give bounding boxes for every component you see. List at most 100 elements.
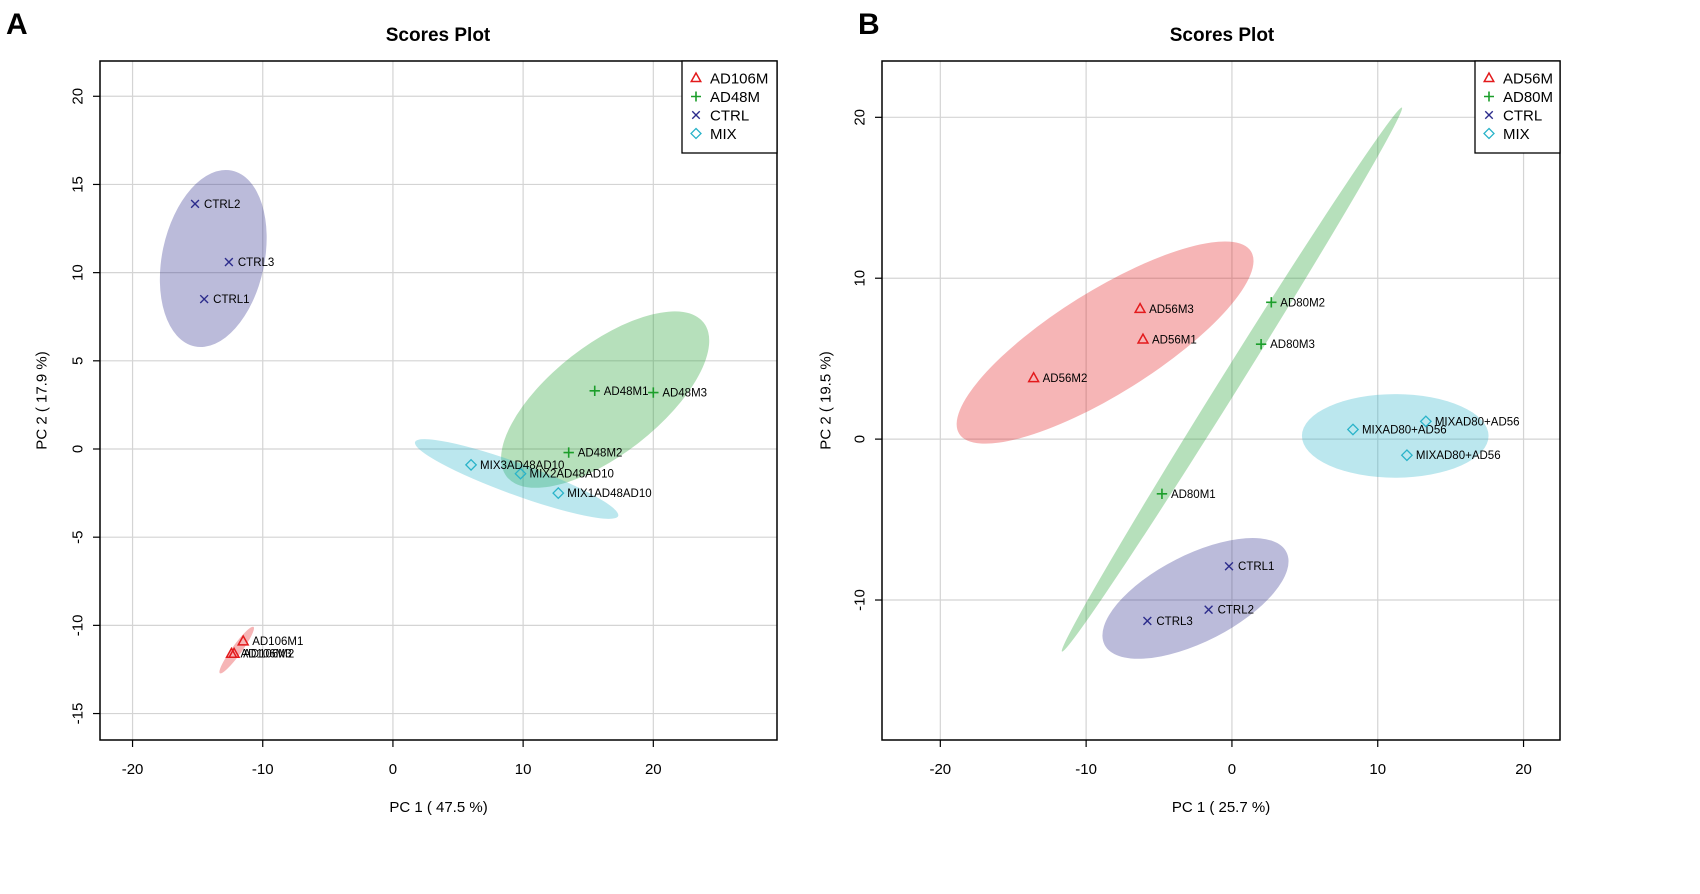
legend-label-mix: MIX <box>710 126 737 143</box>
legend-marker-ad56m <box>1482 71 1496 83</box>
legend-marker-mix <box>690 127 702 140</box>
y-axis-label: PC 2 ( 19.5 %) <box>818 351 835 449</box>
point-label: AD56M1 <box>1152 334 1197 346</box>
point-mix <box>1419 415 1432 428</box>
point-ctrl <box>1142 616 1152 626</box>
x-axis-label: PC 1 ( 25.7 %) <box>1172 799 1270 816</box>
x-tick-label: 10 <box>1369 761 1386 778</box>
confidence-ellipses <box>956 107 1489 659</box>
y-tick-label: -5 <box>70 531 87 544</box>
legend-marker-ad80m <box>1484 91 1494 102</box>
y-tick-label: -10 <box>70 615 87 637</box>
point-label: MIXAD80+AD56 <box>1435 416 1520 428</box>
point-label: MIXAD80+AD56 <box>1362 424 1447 436</box>
legend-label-ad56m: AD56M <box>1503 71 1553 88</box>
y-tick-label: 0 <box>70 445 87 453</box>
legend-marker-ad48m <box>691 91 701 102</box>
plot-frame <box>99 60 778 741</box>
y-tick-label: 5 <box>70 357 87 365</box>
point-label: AD48M2 <box>578 448 623 460</box>
x-tick-label: 0 <box>389 761 397 778</box>
point-label: MIX1AD48AD10 <box>567 488 651 500</box>
legend-label-ad80m: AD80M <box>1503 89 1553 106</box>
ellipse-ad56m <box>956 241 1254 444</box>
point-label: AD56M2 <box>1043 373 1088 385</box>
point-ad56m <box>1136 332 1150 344</box>
legend-label-ad48m: AD48M <box>710 89 760 106</box>
point-label: AD106M2 <box>243 649 294 661</box>
x-tick-label: 0 <box>1228 761 1236 778</box>
ellipse-mix <box>1301 394 1489 478</box>
x-tick-label: -20 <box>122 761 144 778</box>
y-tick-label: 0 <box>852 435 869 443</box>
x-tick-label: -10 <box>1075 761 1097 778</box>
point-label: MIX3AD48AD10 <box>480 460 564 472</box>
ellipse-ctrl <box>159 170 267 348</box>
point-label: MIX2AD48AD10 <box>530 469 614 481</box>
point-ad80m <box>1156 488 1168 500</box>
point-label: AD106M3 <box>240 649 291 661</box>
ellipse-mix <box>414 439 619 519</box>
legend-label-ctrl: CTRL <box>1503 108 1542 125</box>
point-label: AD106M1 <box>252 636 303 648</box>
legend-label-mix: MIX <box>1503 126 1530 143</box>
y-tick-label: 10 <box>70 264 87 281</box>
y-tick-label: -15 <box>70 703 87 725</box>
point-ctrl <box>190 199 200 209</box>
ellipse-ctrl <box>1102 538 1289 659</box>
y-tick-label: 15 <box>70 176 87 193</box>
x-axis-label: PC 1 ( 47.5 %) <box>389 799 487 816</box>
legend-marker-ctrl <box>691 110 701 120</box>
point-ad106m <box>225 646 238 658</box>
legend-label-ad106m: AD106M <box>710 71 768 88</box>
point-label: CTRL2 <box>1218 605 1254 617</box>
point-ctrl <box>1224 561 1234 571</box>
point-ctrl <box>199 294 209 304</box>
point-label: AD80M2 <box>1280 297 1325 309</box>
point-mix <box>464 458 478 471</box>
ellipse-ad48m <box>501 311 710 488</box>
plot-title: Scores Plot <box>386 25 491 46</box>
point-mix <box>514 467 527 480</box>
point-label: AD80M3 <box>1270 339 1315 351</box>
legend-label-ctrl: CTRL <box>710 108 749 125</box>
y-tick-label: 20 <box>852 109 869 126</box>
x-tick-label: -10 <box>252 761 274 778</box>
point-label: CTRL1 <box>1238 561 1274 573</box>
point-ad80m <box>1255 338 1267 350</box>
x-tick-label: 20 <box>645 761 662 778</box>
plot-frame <box>881 60 1561 741</box>
point-ad80m <box>1266 297 1277 308</box>
point-ad48m <box>648 387 659 398</box>
y-tick-label: 20 <box>70 88 87 105</box>
x-tick-label: -20 <box>929 761 951 778</box>
point-ad48m <box>563 447 574 458</box>
point-ad56m <box>1133 302 1147 314</box>
panel-a-label: A <box>6 8 28 41</box>
point-label: AD48M3 <box>662 388 707 400</box>
point-label: CTRL2 <box>204 199 240 211</box>
point-ctrl <box>224 257 234 267</box>
y-tick-label: -10 <box>852 589 869 611</box>
point-ctrl <box>1204 605 1214 615</box>
panel-b-label: B <box>858 8 880 41</box>
point-label: AD56M3 <box>1149 304 1194 316</box>
legend-marker-ctrl <box>1484 110 1494 120</box>
point-ad106m <box>236 634 250 646</box>
y-axis-label: PC 2 ( 17.9 %) <box>34 351 51 449</box>
point-ad48m <box>589 385 600 396</box>
plot-title: Scores Plot <box>1170 25 1275 46</box>
x-tick-label: 20 <box>1515 761 1532 778</box>
legend-marker-mix <box>1483 127 1495 140</box>
point-label: CTRL3 <box>1156 616 1192 628</box>
point-ad56m <box>1027 371 1040 383</box>
point-label: AD48M1 <box>604 386 649 398</box>
x-tick-label: 10 <box>515 761 532 778</box>
point-mix <box>1346 423 1360 436</box>
point-label: AD80M1 <box>1171 489 1216 501</box>
y-tick-label: 10 <box>852 270 869 287</box>
point-label: CTRL3 <box>238 257 274 269</box>
